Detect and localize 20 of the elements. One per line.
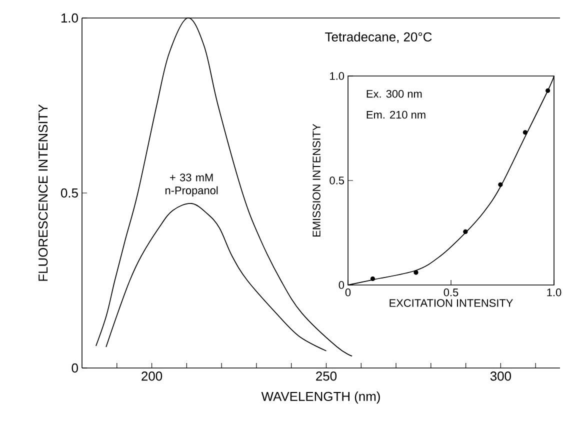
annotation: Ex. 300 nm — [366, 90, 422, 98]
x-tick-label: 300 — [490, 372, 511, 381]
x-tick-label: 250 — [316, 372, 337, 381]
y-tick-label: 0.5 — [60, 188, 78, 198]
annotation: Em. 210 nm — [366, 110, 426, 119]
y-axis-title: FLUORESCENCE INTENSITY — [38, 104, 48, 281]
y-tick-label: 1.0 — [330, 72, 344, 80]
x-tick-label: 1.0 — [547, 288, 562, 296]
x-tick-label: 0 — [345, 288, 351, 296]
x-tick-label: 0.5 — [444, 288, 458, 296]
y-tick-label: 0 — [338, 281, 344, 289]
series-label: + 33 mM n-Propanol — [165, 174, 218, 196]
x-tick-label: 200 — [142, 372, 162, 381]
x-axis-title: EXCITATION INTENSITY — [390, 299, 513, 307]
y-tick-label: 0.5 — [330, 176, 344, 184]
y-tick-label: 1.0 — [61, 13, 78, 23]
annotation: Tetradecane, 20°C — [325, 32, 432, 44]
x-axis-title: WAVELENGTH (nm) — [261, 392, 380, 404]
y-axis-title: EMISSION INTENSITY — [312, 124, 320, 237]
y-tick-label: 0 — [72, 363, 78, 373]
